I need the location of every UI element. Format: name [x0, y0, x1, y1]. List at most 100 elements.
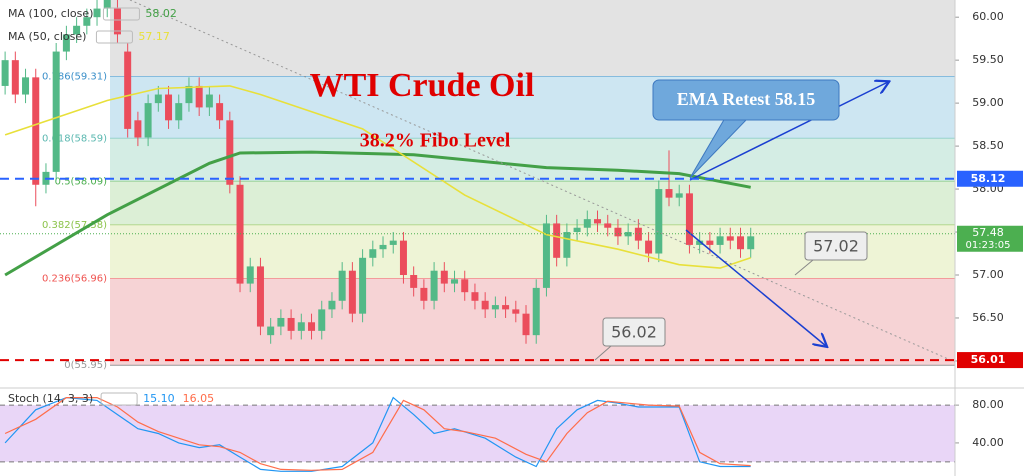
countdown: 01:23:05: [966, 240, 1011, 251]
candle-body: [553, 223, 561, 258]
candle-body: [604, 223, 612, 228]
candle-body: [430, 270, 438, 301]
background-layer: 0.786(59.31) 0.618(58.59) 0.5(58.09) 0.382(…: [0, 0, 959, 463]
candle-body: [461, 279, 469, 293]
candle-body: [614, 227, 622, 237]
candle-body: [62, 34, 70, 52]
y-tick-label: 59.00: [972, 96, 1004, 109]
fib-band: [110, 138, 955, 182]
candle-body: [512, 309, 520, 314]
note-box: [804, 231, 868, 261]
candle-body: [522, 313, 530, 336]
legend-icons: [102, 7, 140, 21]
legend-label: MA (100, close): [8, 7, 93, 20]
candle-body: [685, 193, 693, 245]
candle-body: [93, 8, 101, 18]
candle-body: [532, 287, 540, 336]
candle-body: [348, 270, 356, 314]
fib-band: [110, 181, 955, 226]
candle-body: [440, 270, 448, 284]
candle-body: [308, 322, 316, 331]
candle-body: [573, 227, 581, 233]
candle-body: [134, 120, 142, 138]
candle-body: [124, 51, 132, 129]
candle-body: [726, 236, 734, 241]
candle-body: [246, 266, 254, 284]
note-pointer: [794, 259, 814, 276]
legend-value: 16.05: [183, 392, 215, 405]
moving-average: [4, 85, 751, 269]
candle-body: [328, 300, 336, 310]
candle-body: [451, 279, 459, 284]
legend-value: 15.10: [143, 392, 175, 405]
candle-body: [420, 287, 428, 301]
candle-body: [481, 300, 489, 310]
last-price-label: 57.48: [972, 226, 1004, 239]
candle-body: [696, 240, 704, 245]
candle-body: [52, 51, 60, 172]
y-tick-label: 56.50: [972, 311, 1004, 324]
y-tick-label: 80.00: [972, 398, 1004, 411]
legend-icons: [100, 392, 138, 406]
candle-body: [165, 94, 173, 121]
stoch-band: [0, 405, 955, 462]
candle-body: [379, 244, 387, 250]
candle-body: [655, 189, 663, 254]
candle-body: [73, 25, 81, 35]
fib-band: [110, 278, 955, 366]
stoch-line: [4, 397, 751, 471]
note-box: [602, 317, 666, 347]
candle-body: [675, 193, 683, 198]
price-label-box: [957, 352, 1023, 369]
candle-body: [297, 322, 305, 331]
candle-body: [103, 0, 111, 9]
candle-body: [471, 292, 479, 301]
legend-label: MA (50, close): [8, 30, 86, 43]
candle-body: [256, 266, 264, 327]
candle-body: [318, 309, 326, 331]
candle-body: [226, 120, 234, 185]
callout-text: EMA Retest 58.15: [677, 89, 815, 109]
fib-label: 0.382(57.58): [42, 220, 107, 231]
candle-body: [144, 103, 152, 138]
candle-body: [665, 189, 673, 198]
candle-body: [287, 317, 295, 331]
candle-body: [32, 77, 40, 185]
candle-body: [542, 223, 550, 288]
candle-body: [277, 317, 285, 327]
y-tick-label: 40.00: [972, 436, 1004, 449]
candle-body: [624, 232, 632, 237]
candle-body: [634, 227, 642, 241]
legend-value: 57.17: [138, 30, 170, 43]
candle-body: [11, 60, 19, 95]
candle-body: [195, 85, 203, 108]
candle-body: [594, 219, 602, 224]
stoch-line: [4, 396, 751, 472]
y-tick-label: 58.50: [972, 139, 1004, 152]
y-tick-label: 57.00: [972, 268, 1004, 281]
y-tick-label: 60.00: [972, 10, 1004, 23]
candle-body: [154, 94, 162, 104]
candle-body: [22, 77, 30, 95]
note-text: 56.02: [611, 323, 657, 342]
candle-body: [706, 240, 714, 245]
legend-icons: [95, 30, 133, 44]
price-label: 58.12: [971, 172, 1006, 185]
candle-body: [216, 103, 224, 121]
candle-body: [359, 257, 367, 314]
trend-line: [129, 0, 956, 363]
candle-body: [410, 275, 418, 288]
candle-body: [716, 236, 724, 245]
fib-label: 0(55.95): [64, 360, 107, 371]
candle-body: [491, 305, 499, 310]
fib-band: [110, 0, 955, 77]
legend-value: 58.02: [145, 7, 177, 20]
candle-body: [583, 219, 591, 228]
candle-body: [1, 60, 9, 86]
title: WTI Crude Oil: [310, 67, 535, 104]
note-text: 57.02: [813, 237, 859, 256]
arrow-up: [689, 82, 888, 181]
fib-label: 0.618(58.59): [42, 133, 107, 144]
last-price-box: [957, 225, 1023, 252]
